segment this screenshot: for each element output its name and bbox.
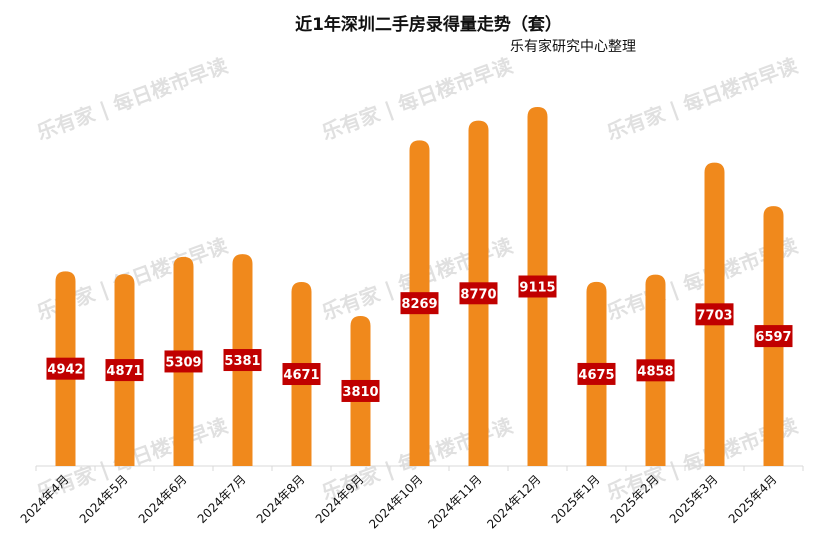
data-label: 4858 bbox=[637, 364, 673, 379]
data-label-bg bbox=[46, 357, 85, 380]
chart-subtitle: 乐有家研究中心整理 bbox=[510, 39, 636, 55]
data-label-bg bbox=[223, 349, 262, 372]
x-tick-label: 2024年11月 bbox=[425, 472, 484, 531]
data-label-bg bbox=[400, 292, 439, 315]
data-label: 4675 bbox=[578, 368, 614, 383]
data-label-bg bbox=[459, 282, 498, 305]
data-label-bg bbox=[754, 325, 793, 348]
x-tick-label: 2024年6月 bbox=[136, 472, 190, 526]
data-label-bg bbox=[695, 303, 734, 326]
data-label: 3810 bbox=[342, 385, 378, 400]
data-label-bg bbox=[164, 350, 203, 373]
x-tick-label: 2024年12月 bbox=[484, 472, 543, 531]
data-label-bg bbox=[105, 359, 144, 382]
data-label: 4871 bbox=[106, 364, 142, 379]
data-label: 9115 bbox=[519, 281, 555, 296]
data-label-bg bbox=[577, 362, 616, 385]
data-label: 5309 bbox=[165, 355, 201, 370]
data-label: 4942 bbox=[47, 363, 83, 378]
watermark-text: 乐有家 | 每日楼市早读 bbox=[34, 53, 231, 144]
x-tick-label: 2024年8月 bbox=[254, 472, 308, 526]
data-label: 5381 bbox=[224, 354, 260, 369]
data-label: 7703 bbox=[696, 308, 732, 323]
data-label: 6597 bbox=[755, 330, 791, 345]
x-tick-label: 2025年4月 bbox=[726, 472, 780, 526]
data-label-bg bbox=[636, 359, 675, 382]
data-label-bg bbox=[518, 275, 557, 298]
chart-title: 近1年深圳二手房录得量走势（套） bbox=[295, 15, 562, 35]
data-label-bg bbox=[341, 379, 380, 402]
watermark-text: 乐有家 | 每日楼市早读 bbox=[604, 53, 801, 144]
data-label-bg bbox=[282, 363, 321, 386]
x-tick-label: 2025年1月 bbox=[549, 472, 603, 526]
data-label: 8269 bbox=[401, 297, 437, 312]
data-label: 4671 bbox=[283, 368, 319, 383]
data-label: 8770 bbox=[460, 287, 496, 302]
x-tick-label: 2024年7月 bbox=[195, 472, 249, 526]
